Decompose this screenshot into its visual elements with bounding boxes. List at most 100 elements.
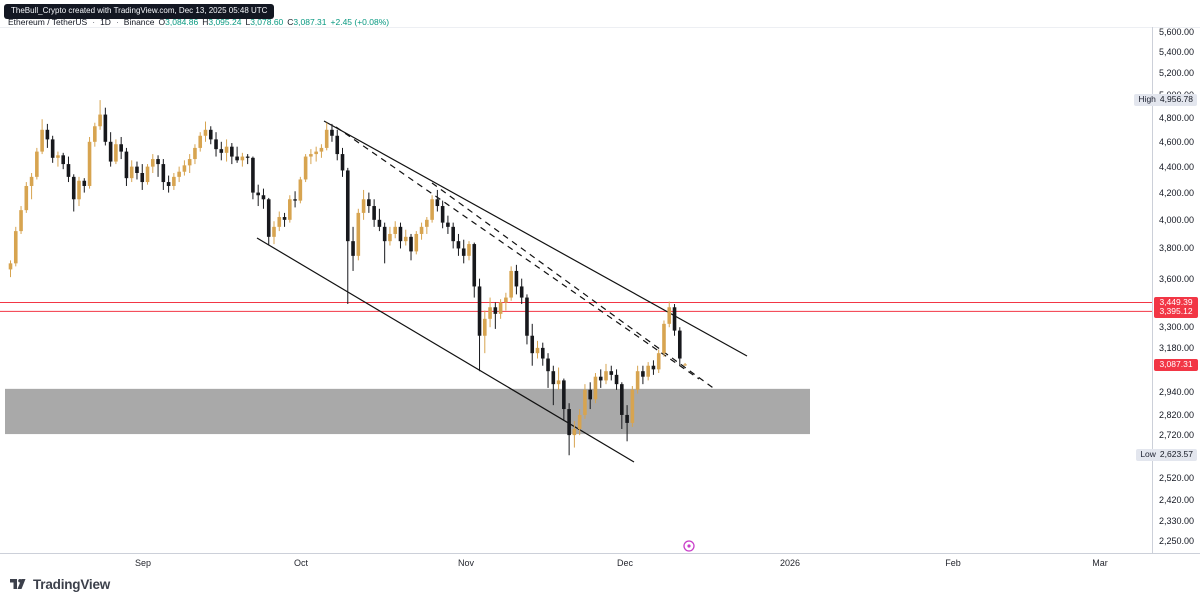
price-tick-label: 5,200.00 [1159, 68, 1195, 79]
candle-body [82, 180, 87, 186]
attribution-badge: TheBull_Crypto created with TradingView.… [4, 4, 275, 19]
candle-body [145, 166, 150, 183]
price-tick-label: 4,200.00 [1159, 187, 1195, 198]
candle-body [198, 135, 203, 148]
candle-body [530, 335, 535, 354]
time-tick-label-mar: Mar [1092, 558, 1108, 568]
ohlc-low: L3,078.60 [245, 17, 284, 27]
candle-body [219, 149, 224, 153]
candle-body [177, 171, 181, 177]
time-tick-label-oct: Oct [293, 558, 309, 568]
candle-body [656, 353, 661, 370]
price-tick-label: 2,420.00 [1159, 495, 1195, 506]
candle-body [356, 212, 361, 256]
candle-body [193, 147, 197, 160]
candle-body [456, 241, 461, 249]
candle-body [409, 236, 413, 252]
candle-body [119, 144, 123, 152]
candle-body [493, 307, 498, 314]
candle-body [203, 129, 208, 136]
candle-body [525, 297, 529, 336]
candle-body [214, 139, 218, 150]
candle-body [182, 165, 187, 172]
candle-body [45, 129, 50, 140]
candle-body [683, 364, 687, 366]
candle-body [166, 182, 171, 186]
candle-body [625, 414, 629, 423]
ohlc-high: H3,095.24 [202, 17, 242, 27]
ohlc-open: O3,084.86 [158, 17, 199, 27]
candle-body [140, 172, 145, 183]
candle-body [477, 286, 482, 336]
candle-body [630, 389, 635, 423]
candle-body [309, 154, 313, 157]
tradingview-logo[interactable]: TradingView [10, 577, 110, 592]
candle-body [620, 384, 624, 415]
candle-body [461, 248, 466, 256]
price-tick-label: 5,400.00 [1159, 47, 1195, 58]
candle-body [93, 126, 97, 142]
candle-body [172, 176, 176, 186]
candle-body [504, 297, 508, 303]
candle-body [303, 156, 308, 180]
price-tick-label: 2,520.00 [1159, 472, 1195, 483]
price-tick-label: 3,180.00 [1159, 342, 1195, 353]
candle-body [483, 318, 487, 336]
symbol-legend[interactable]: Ethereum / TetherUS · 1D · Binance O3,08… [8, 17, 389, 27]
candle-body [135, 166, 139, 173]
price-axis-border [1152, 27, 1153, 553]
candle-body [451, 226, 455, 242]
candle-body [235, 156, 239, 161]
candle-body [245, 156, 250, 158]
candle-body [35, 151, 39, 177]
timeframe-label: 1D [100, 17, 111, 27]
candle-body [593, 376, 598, 400]
candle-body [372, 206, 376, 220]
candle-body [546, 358, 550, 372]
candle-body [551, 371, 556, 385]
candle-body [266, 199, 271, 237]
candle-body [161, 164, 166, 183]
candle-body [277, 217, 282, 227]
price-axis[interactable]: 5,600.005,400.005,200.005,000.004,800.00… [1134, 0, 1200, 553]
candle-body [298, 179, 303, 201]
symbol-title: Ethereum / TetherUS [8, 17, 88, 27]
dashed-trendline[interactable] [431, 182, 717, 391]
candle-body [403, 236, 408, 242]
time-axis[interactable]: Sep Oct Nov Dec 2026 Feb Mar [0, 553, 1200, 573]
solid-trendline[interactable] [323, 120, 748, 357]
support-zone-rect[interactable] [5, 388, 810, 435]
candle-body [488, 307, 492, 319]
candle-body [361, 199, 366, 213]
candle-body [556, 380, 561, 385]
price-tick-label: 4,000.00 [1159, 214, 1195, 225]
solid-trendline[interactable] [256, 237, 635, 463]
time-tick-label-feb: Feb [945, 558, 961, 568]
legend-separator: · [92, 17, 96, 27]
candle-body [129, 166, 134, 179]
dashed-trendline[interactable] [335, 126, 700, 380]
pane-top-border [0, 27, 1200, 28]
candle-body [77, 180, 81, 200]
candle-body [330, 129, 334, 136]
candle-body [272, 226, 276, 237]
candle-body [472, 244, 477, 287]
candle-body [335, 135, 340, 155]
candle-body [677, 330, 682, 359]
candle-body [498, 302, 503, 314]
candle-body [240, 156, 245, 161]
candle-body [440, 206, 445, 223]
tradingview-logo-text: TradingView [33, 577, 111, 592]
chart-canvas[interactable] [0, 0, 1153, 553]
candle-body [351, 241, 355, 256]
candle-body [324, 129, 329, 148]
candle-body [367, 199, 371, 207]
sticker-icon[interactable] [683, 540, 695, 552]
candle-body [535, 347, 540, 354]
candle-body [345, 170, 350, 242]
price-line-badge: 3,395.12 [1154, 305, 1198, 318]
candle-body [256, 192, 260, 196]
exchange-label: Binance [123, 17, 155, 27]
candle-body [61, 155, 65, 165]
time-tick-label-nov: Nov [457, 558, 475, 568]
